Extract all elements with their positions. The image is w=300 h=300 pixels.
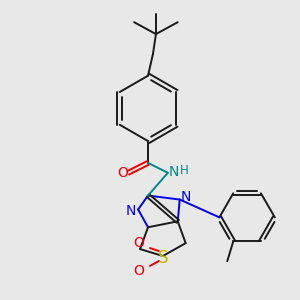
Text: H: H <box>180 164 189 177</box>
Text: O: O <box>134 264 145 278</box>
Text: N: N <box>126 204 136 218</box>
Text: O: O <box>134 236 145 250</box>
Text: N: N <box>181 190 191 204</box>
Text: O: O <box>117 166 128 180</box>
Text: S: S <box>158 249 168 267</box>
Text: N: N <box>169 165 179 179</box>
